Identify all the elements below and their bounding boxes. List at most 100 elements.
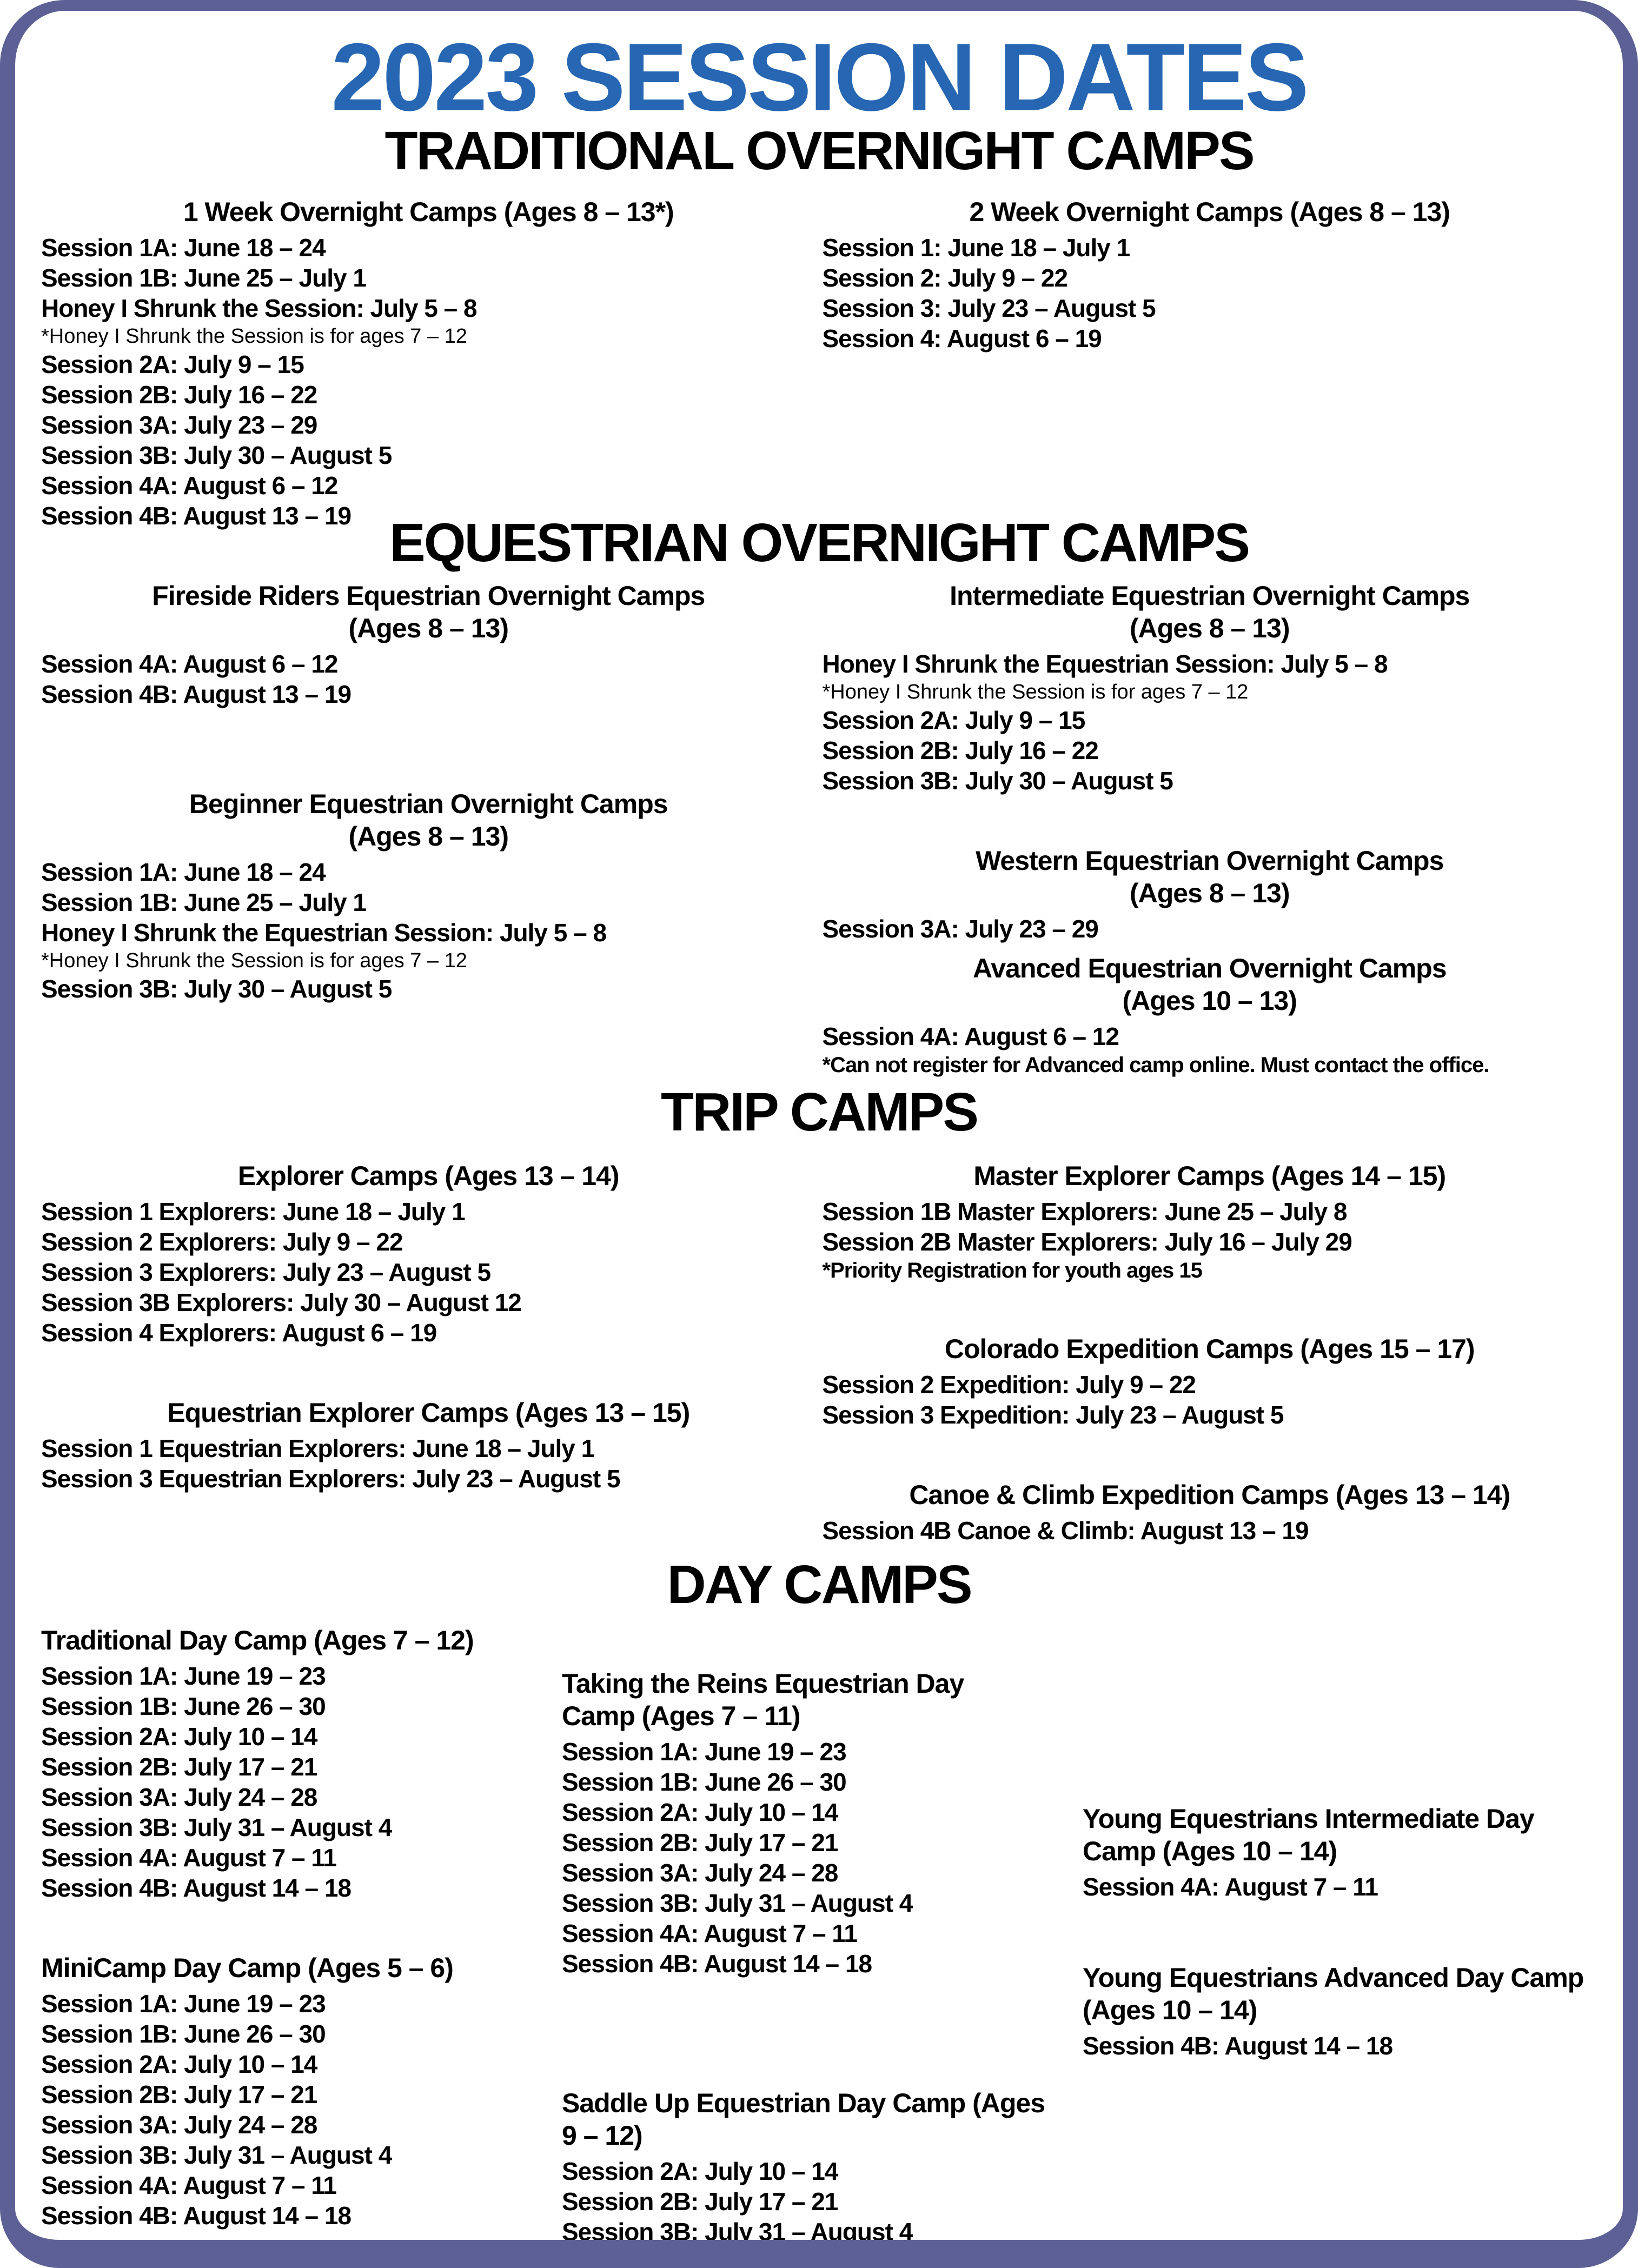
columns: 1 Week Overnight Camps (Ages 8 – 13*) Ses…: [38, 196, 1600, 531]
column: Young Equestrians Intermediate Day Camp (…: [1079, 1624, 1600, 2061]
section-trip: TRIP CAMPS Explorer Camps (Ages 13 – 14) S…: [38, 1084, 1600, 1546]
camp-title-line: Beginner Equestrian Overnight Camps: [189, 789, 668, 820]
column: Traditional Day Camp (Ages 7 – 12) Sessio…: [38, 1624, 559, 2231]
camp-title-line: Camp (Ages 10 – 14): [1083, 1836, 1337, 1867]
session-line: Session 1B Master Explorers: June 25 – J…: [822, 1198, 1348, 1226]
camp-block: Explorer Camps (Ages 13 – 14) Session 1 E…: [41, 1160, 816, 1348]
camp-title-line: Master Explorer Camps (Ages 14 – 15): [973, 1161, 1446, 1192]
session-line: Session 3B: July 30 – August 5: [822, 767, 1173, 795]
camp-title-line: 2 Week Overnight Camps (Ages 8 – 13): [969, 197, 1450, 228]
session-line: Session 2B: July 16 – 22: [822, 736, 1099, 765]
camp-title: Canoe & Climb Expedition Camps (Ages 13 …: [823, 1479, 1597, 1511]
section-day: DAY CAMPS Traditional Day Camp (Ages 7 – …: [38, 1557, 1600, 2246]
session-line: Session 3B: July 30 – August 5: [41, 975, 392, 1003]
camp-title: Equestrian Explorer Camps (Ages 13 – 15): [41, 1396, 816, 1429]
camp-title-line: Camp (Ages 7 – 11): [562, 1701, 801, 1732]
camp-title-line: 1 Week Overnight Camps (Ages 8 – 13*): [183, 197, 674, 228]
session-line: Session 4B: August 14 – 18: [1083, 2032, 1393, 2060]
camp-title-line: Young Equestrians Intermediate Day: [1083, 1804, 1535, 1834]
session-line: Session 4A: August 6 – 12: [822, 1022, 1119, 1051]
column: 1 Week Overnight Camps (Ages 8 – 13*) Ses…: [38, 196, 819, 531]
session-line: Session 3B: July 31 – August 4: [562, 2218, 913, 2246]
section-title-equestrian: EQUESTRIAN OVERNIGHT CAMPS: [389, 513, 1250, 574]
session-line: Session 3: July 23 – August 5: [822, 294, 1156, 323]
sections: TRADITIONAL OVERNIGHT CAMPS 1 Week Overni…: [38, 123, 1600, 2246]
session-line: Session 4B: August 14 – 18: [562, 1950, 872, 1978]
camp-block: Taking the Reins Equestrian Day Camp (Age…: [562, 1667, 1076, 1979]
camp-title: Young Equestrians Intermediate Day Camp (…: [1083, 1803, 1597, 1867]
session-line: Session 3 Equestrian Explorers: July 23 …: [41, 1465, 621, 1493]
camp-title-line: (Ages 8 – 13): [348, 613, 509, 644]
camp-title: 2 Week Overnight Camps (Ages 8 – 13): [823, 196, 1597, 228]
session-line: Session 3A: July 24 – 28: [562, 1859, 838, 1887]
section-traditional: TRADITIONAL OVERNIGHT CAMPS 1 Week Overni…: [38, 123, 1600, 531]
camp-block: Master Explorer Camps (Ages 14 – 15) Sess…: [823, 1160, 1597, 1284]
column: Intermediate Equestrian Overnight Camps (…: [819, 580, 1601, 1079]
session-line: Session 4B Canoe & Climb: August 13 – 19: [822, 1517, 1309, 1545]
session-line: Session 2A: July 10 – 14: [41, 1722, 317, 1751]
camp-title-line: Equestrian Explorer Camps (Ages 13 – 15): [167, 1398, 690, 1428]
camp-title: Colorado Expedition Camps (Ages 15 – 17): [823, 1333, 1597, 1365]
session-line: Session 2B: July 17 – 21: [41, 1753, 317, 1781]
column: 2 Week Overnight Camps (Ages 8 – 13) Sess…: [819, 196, 1601, 354]
session-line: Session 1A: June 19 – 23: [41, 1662, 326, 1691]
session-line: Session 1A: June 18 – 24: [41, 858, 326, 887]
camp-title-line: (Ages 10 – 14): [1083, 1995, 1257, 2026]
camp-title-line: Traditional Day Camp (Ages 7 – 12): [41, 1625, 474, 1656]
camp-title-line: MiniCamp Day Camp (Ages 5 – 6): [41, 1953, 454, 1984]
session-line: Session 1B: June 26 – 30: [562, 1768, 847, 1797]
session-line: Session 3A: July 24 – 28: [41, 2111, 317, 2139]
session-line: Session 1A: June 18 – 24: [41, 234, 326, 262]
section-title-trip: TRIP CAMPS: [661, 1082, 979, 1143]
session-line: Session 2B: July 17 – 21: [562, 2187, 838, 2216]
camp-title: Western Equestrian Overnight Camps (Ages …: [823, 844, 1597, 909]
session-note: *Priority Registration for youth ages 15: [822, 1259, 1203, 1283]
camp-title: Avanced Equestrian Overnight Camps (Ages …: [823, 952, 1597, 1017]
camp-title-line: Colorado Expedition Camps (Ages 15 – 17): [944, 1334, 1475, 1365]
column: Fireside Riders Equestrian Overnight Cam…: [38, 580, 819, 1004]
camp-title-line: Explorer Camps (Ages 13 – 14): [237, 1161, 620, 1192]
camp-title-line: (Ages 8 – 13): [348, 821, 509, 852]
session-line: Session 3B: July 31 – August 4: [562, 1889, 913, 1918]
section-title-traditional: TRADITIONAL OVERNIGHT CAMPS: [384, 121, 1255, 182]
camp-title: Beginner Equestrian Overnight Camps (Ages…: [41, 788, 816, 853]
section-equestrian: EQUESTRIAN OVERNIGHT CAMPS Fireside Rider…: [38, 515, 1600, 1079]
session-line: Session 3A: July 23 – 29: [822, 915, 1099, 943]
session-line: Session 2B: July 16 – 22: [41, 381, 317, 409]
session-line: Session 4: August 6 – 19: [822, 324, 1102, 353]
camp-title-line: Canoe & Climb Expedition Camps (Ages 13 …: [909, 1480, 1510, 1511]
session-line: Session 2 Explorers: July 9 – 22: [41, 1228, 403, 1256]
camp-title-line: (Ages 10 – 13): [1122, 986, 1297, 1016]
column: Explorer Camps (Ages 13 – 14) Session 1 E…: [38, 1160, 819, 1494]
session-line: Honey I Shrunk the Equestrian Session: J…: [41, 919, 607, 947]
session-line: Session 1B: June 25 – July 1: [41, 888, 367, 917]
camp-title-line: Intermediate Equestrian Overnight Camps: [950, 581, 1470, 611]
session-line: Session 3A: July 24 – 28: [41, 1783, 317, 1812]
session-line: Session 2B: July 17 – 21: [562, 1828, 838, 1857]
session-line: Session 2A: July 10 – 14: [562, 2157, 838, 2186]
session-line: Session 3B: July 31 – August 4: [41, 2141, 392, 2170]
session-line: Session 1: June 18 – July 1: [822, 234, 1131, 262]
session-line: Session 4A: August 7 – 11: [1083, 1873, 1378, 1901]
camp-block: Traditional Day Camp (Ages 7 – 12) Sessio…: [41, 1624, 555, 1903]
session-line: Session 4A: August 7 – 11: [41, 2171, 337, 2200]
camp-block: Young Equestrians Intermediate Day Camp (…: [1083, 1803, 1597, 1902]
camp-block: Equestrian Explorer Camps (Ages 13 – 15)…: [41, 1396, 816, 1494]
camp-title-line: Saddle Up Equestrian Day Camp (Ages: [562, 2088, 1045, 2119]
session-note: *Honey I Shrunk the Session is for ages …: [822, 681, 1249, 704]
camp-title: Young Equestrians Advanced Day Camp (Ages…: [1083, 1961, 1597, 2026]
camp-title: 1 Week Overnight Camps (Ages 8 – 13*): [41, 196, 816, 228]
session-line: Session 2: July 9 – 22: [822, 264, 1069, 292]
session-line: Session 2B: July 17 – 21: [41, 2080, 317, 2109]
session-line: Session 3 Expedition: July 23 – August 5: [822, 1401, 1284, 1429]
session-line: Honey I Shrunk the Equestrian Session: J…: [822, 650, 1388, 679]
session-line: Session 1B: June 26 – 30: [41, 1692, 326, 1721]
page-title: 2023 SESSION DATES: [331, 23, 1309, 131]
session-line: Session 4B: August 13 – 19: [41, 502, 352, 530]
column: Master Explorer Camps (Ages 14 – 15) Sess…: [819, 1160, 1601, 1546]
camp-title-line: 9 – 12): [562, 2120, 643, 2151]
session-line: Session 3A: July 23 – 29: [41, 411, 317, 440]
session-line: Session 2A: July 10 – 14: [41, 2050, 317, 2079]
camp-block: Beginner Equestrian Overnight Camps (Ages…: [41, 788, 816, 1004]
